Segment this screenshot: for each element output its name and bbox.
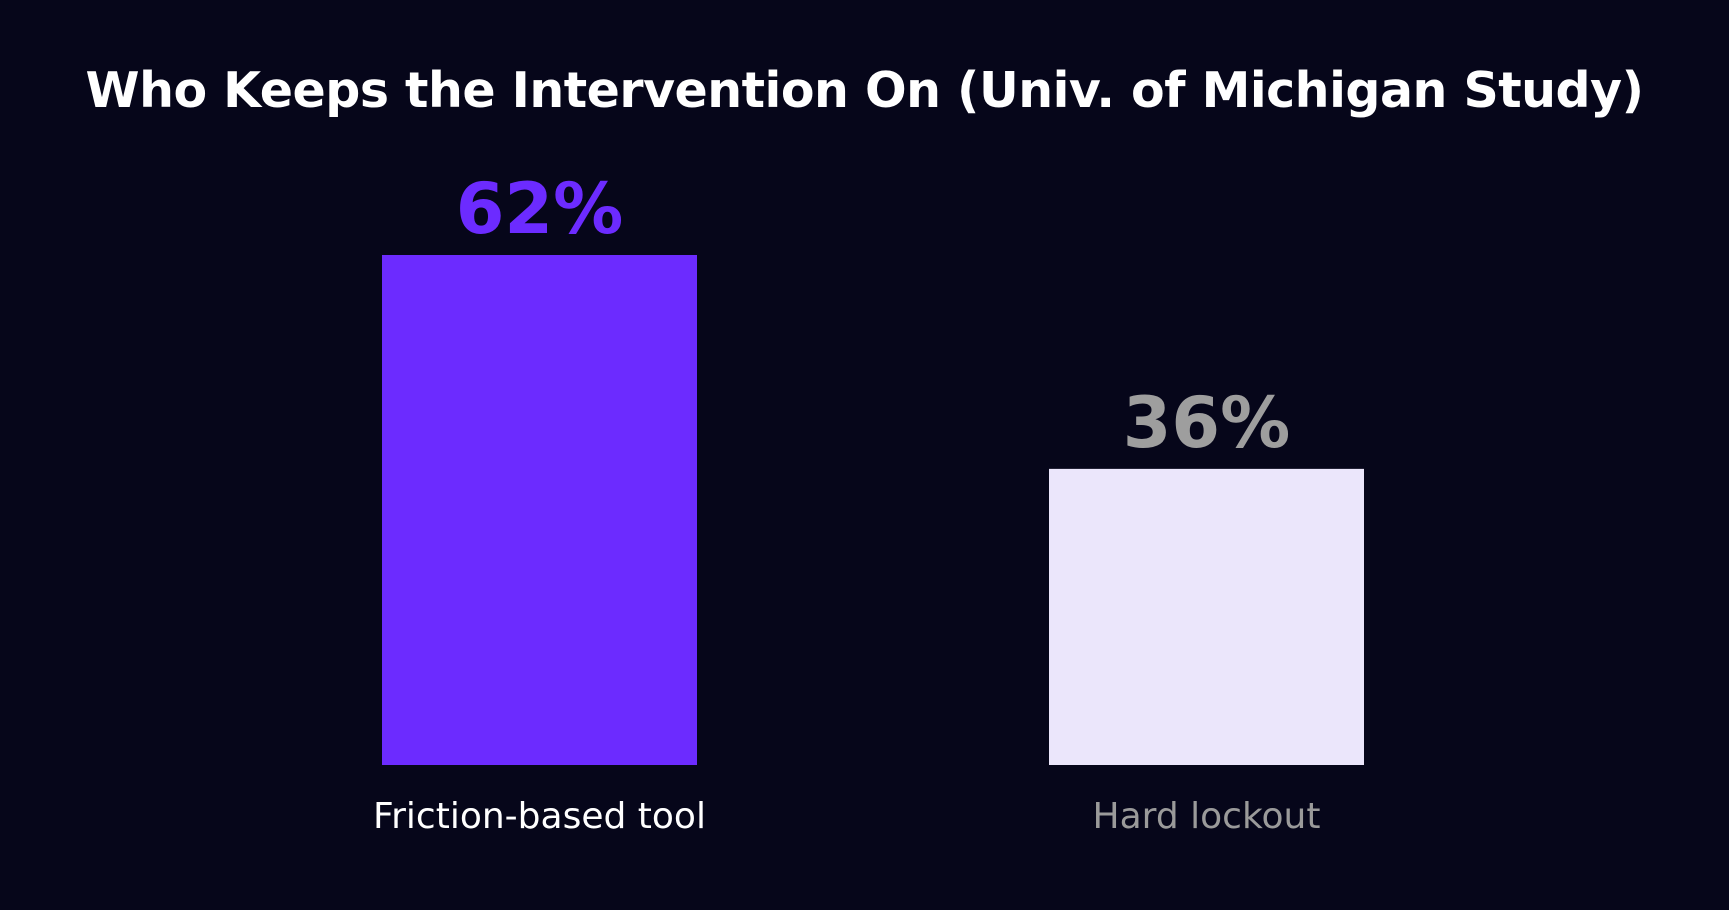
category-label-friction-based-tool: Friction-based tool bbox=[373, 796, 706, 837]
bar-hard-lockout bbox=[1049, 468, 1364, 765]
chart-title: Who Keeps the Intervention On (Univ. of … bbox=[85, 62, 1644, 119]
value-label-friction-based-tool: 62% bbox=[456, 168, 624, 250]
category-label-hard-lockout: Hard lockout bbox=[1093, 796, 1321, 837]
value-label-hard-lockout: 36% bbox=[1123, 382, 1291, 464]
bar-friction-based-tool bbox=[382, 255, 697, 765]
